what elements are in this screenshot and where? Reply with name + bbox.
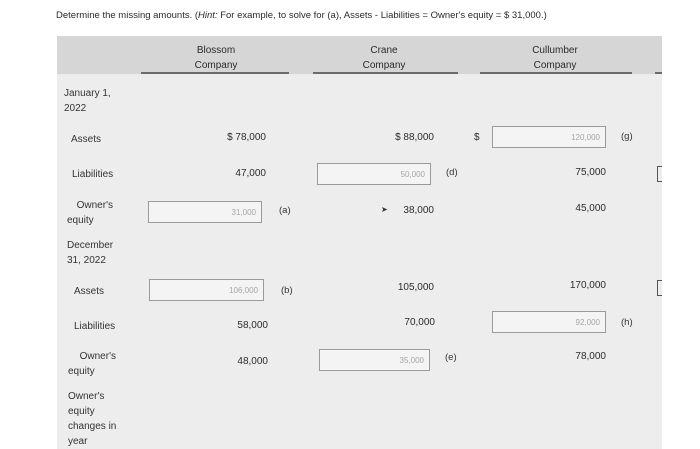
cullumber-equity-jan: 45,000 (575, 203, 606, 214)
input-h-cullumber-liabilities-dec[interactable] (492, 311, 606, 333)
crane-equity-jan: 38,000 (403, 205, 434, 216)
column-underline (655, 72, 662, 74)
column-header-line: Cullumber (532, 45, 578, 56)
row-label-line: year (68, 436, 88, 447)
input-b-blossom-assets-dec[interactable] (149, 279, 264, 301)
input-a-blossom-equity-jan[interactable] (148, 201, 262, 223)
row-label-line: January 1, (64, 88, 111, 99)
answer-tag-e: (e) (445, 352, 457, 363)
instruction-hint: Hint: (198, 10, 218, 21)
row-label-line: changes in (68, 421, 117, 432)
answer-tag-d: (d) (446, 167, 458, 178)
column-header-line: Company (362, 60, 406, 71)
row-label-owners-equity: Owner's equity (67, 198, 113, 228)
input-g-cullumber-assets-jan[interactable] (492, 126, 606, 148)
instruction-text: Determine the missing amounts. (Hint: Fo… (56, 10, 547, 21)
bracket-icon (657, 280, 662, 296)
input-e-crane-equity-dec[interactable] (319, 349, 430, 371)
row-label-line: equity (67, 215, 94, 226)
column-header-cullumber: Cullumber Company (515, 43, 595, 73)
row-label-owners-equity: Owner's equity (68, 349, 116, 379)
row-label-line: Owner's (68, 391, 105, 402)
answer-tag-g: (g) (621, 131, 633, 142)
row-label-january: January 1, 2022 (64, 86, 111, 116)
row-label-line: equity (68, 406, 95, 417)
row-label-line: 31, 2022 (67, 255, 106, 266)
blossom-assets-jan: $ 78,000 (227, 132, 266, 143)
row-label-assets: Assets (74, 286, 105, 297)
row-label-assets: Assets (71, 134, 102, 145)
column-header-line: Company (194, 60, 238, 71)
row-label-line: equity (68, 366, 95, 377)
row-label-line: December (67, 240, 114, 251)
blossom-equity-dec: 48,000 (237, 356, 268, 367)
row-label-december: December 31, 2022 (67, 238, 113, 268)
blossom-liabilities-jan: 47,000 (235, 168, 266, 179)
crane-assets-dec: 105,000 (397, 282, 434, 293)
cullumber-dollar-sign: $ (474, 132, 480, 143)
row-label-line: Owner's (76, 200, 113, 211)
answer-tag-h: (h) (621, 317, 633, 328)
cullumber-liabilities-jan: 75,000 (575, 167, 606, 178)
crane-liabilities-dec: 70,000 (404, 317, 435, 328)
column-underline (480, 72, 632, 74)
column-header-crane: Crane Company (344, 43, 424, 73)
column-header-blossom: Blossom Company (176, 43, 256, 73)
row-label-line: Owner's (79, 351, 116, 362)
column-header-line: Blossom (196, 45, 236, 56)
blossom-liabilities-dec: 58,000 (237, 320, 268, 331)
bracket-icon (657, 166, 662, 182)
instruction-rest: For example, to solve for (a), Assets - … (217, 10, 547, 21)
column-underline (141, 72, 289, 74)
table-background (57, 36, 662, 449)
row-label-liabilities: Liabilities (72, 169, 114, 180)
column-header-line: Company (533, 60, 577, 71)
pointer-arrow-icon: ➤ (381, 205, 388, 214)
row-label-equity-changes: Owner's equity changes in year (68, 389, 116, 449)
cullumber-assets-dec: 170,000 (569, 280, 606, 291)
column-header-line: Crane (370, 45, 398, 56)
row-label-line: 2022 (64, 103, 87, 114)
column-underline (313, 72, 458, 74)
row-label-liabilities: Liabilities (74, 321, 116, 332)
cullumber-equity-dec: 78,000 (575, 351, 606, 362)
answer-tag-a: (a) (279, 205, 291, 216)
answer-tag-b: (b) (281, 285, 293, 296)
instruction-prefix: Determine the missing amounts. ( (56, 10, 199, 21)
input-d-crane-liabilities-jan[interactable] (317, 163, 431, 185)
table-header (57, 36, 662, 74)
crane-assets-jan: $ 88,000 (395, 132, 434, 143)
